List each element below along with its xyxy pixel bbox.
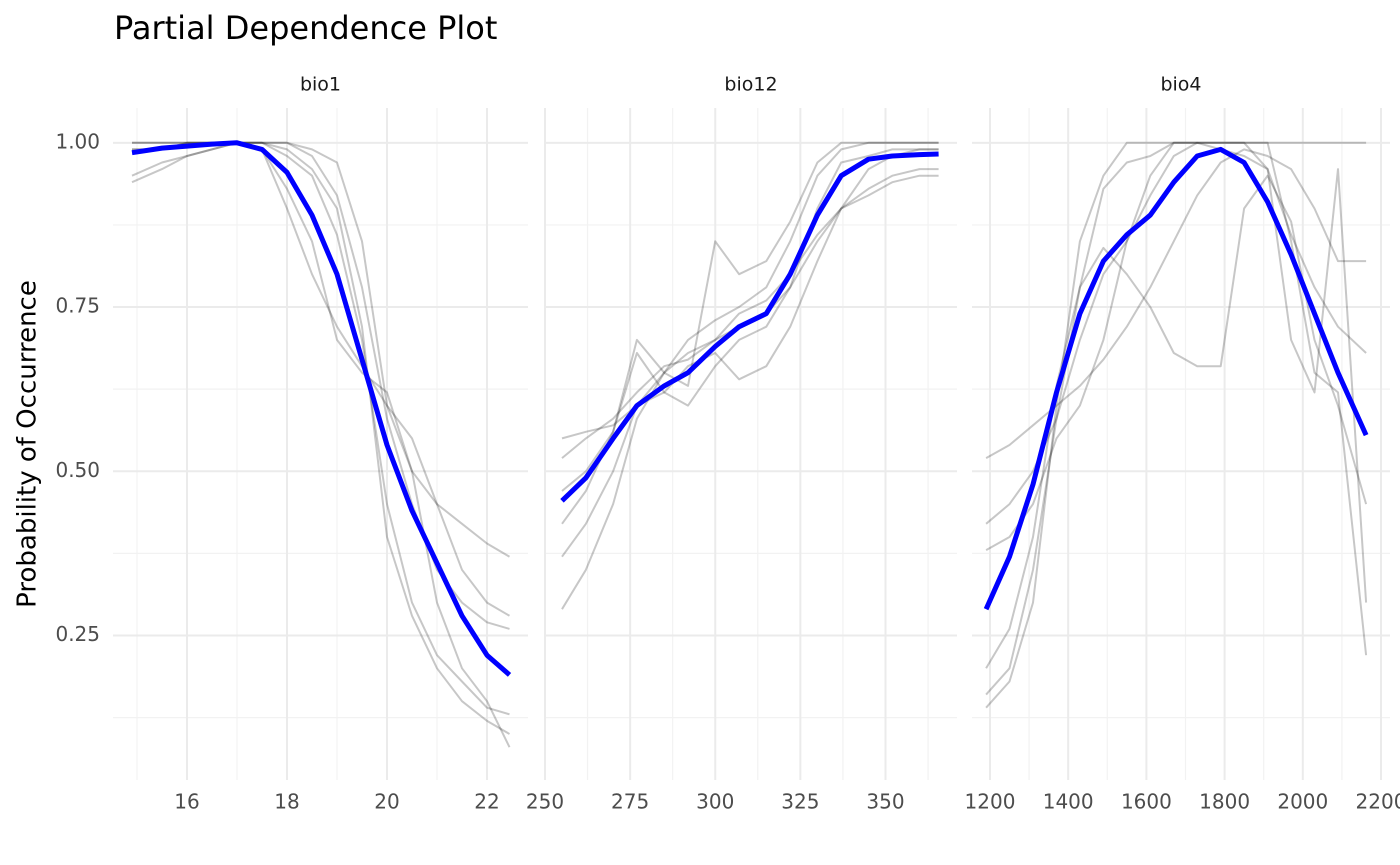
x-tick-label: 2200 [1356,790,1400,814]
model-line [985,141,1367,525]
model-line [985,148,1367,459]
x-tick-label: 1600 [1121,790,1172,814]
model-line [985,174,1368,669]
facet-title: bio1 [300,74,341,96]
model-line [132,141,510,716]
x-tick-label: 20 [374,790,399,814]
chart-title: Partial Dependence Plot [114,9,497,47]
model-line [561,168,939,440]
x-tick-label: 16 [174,790,199,814]
y-tick-label: 0.50 [55,458,100,482]
model-line [985,141,1367,551]
y-tick-label: 0.25 [55,622,100,646]
x-tick-label: 18 [274,790,299,814]
model-line [132,141,510,630]
x-tick-label: 325 [781,790,819,814]
y-tick-label: 1.00 [55,129,100,153]
model-line [985,141,1368,696]
facet-title: bio4 [1160,74,1201,96]
y-tick-label: 0.75 [55,294,100,318]
model-line [561,148,939,558]
x-tick-label: 1200 [965,790,1016,814]
x-tick-label: 1800 [1199,790,1250,814]
x-tick-label: 1400 [1043,790,1094,814]
mean-line [560,151,939,503]
model-line [985,141,1368,709]
facet-title: bio12 [724,74,777,96]
mean-line [983,146,1369,611]
y-axis-label: Probability of Occurrence [13,280,43,608]
x-tick-label: 275 [611,790,649,814]
model-line [561,141,939,610]
x-tick-label: 2000 [1277,790,1328,814]
x-tick-label: 22 [474,790,499,814]
model-line [561,174,939,459]
model-line [561,141,939,492]
model-line [131,141,511,617]
x-tick-label: 250 [526,790,564,814]
mean-line [131,140,512,677]
x-tick-label: 350 [866,790,904,814]
model-line [131,141,511,558]
model-line [561,148,939,525]
x-tick-label: 300 [696,790,734,814]
